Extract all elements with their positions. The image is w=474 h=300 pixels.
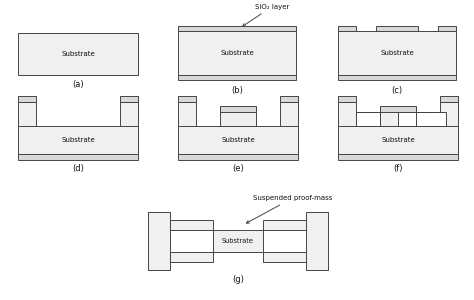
Text: Substrate: Substrate <box>221 137 255 143</box>
Bar <box>18 154 138 160</box>
Bar <box>263 220 306 230</box>
Text: SiO₂ layer: SiO₂ layer <box>243 4 289 26</box>
Bar <box>18 126 138 154</box>
Bar <box>178 26 296 31</box>
Bar <box>376 26 418 31</box>
Bar <box>338 102 356 126</box>
Bar <box>338 96 356 102</box>
Bar <box>170 220 213 230</box>
Text: (a): (a) <box>72 80 84 89</box>
Bar <box>178 102 196 126</box>
Text: Substrate: Substrate <box>381 137 415 143</box>
Bar <box>338 154 458 160</box>
Bar <box>148 212 170 270</box>
Bar <box>438 26 456 31</box>
Text: (e): (e) <box>232 164 244 173</box>
Text: Substrate: Substrate <box>222 238 254 244</box>
Bar <box>178 31 296 75</box>
Bar <box>18 102 36 126</box>
Text: (d): (d) <box>72 164 84 173</box>
Bar <box>398 112 446 126</box>
Bar <box>380 112 416 126</box>
Text: Substrate: Substrate <box>61 51 95 57</box>
Text: (c): (c) <box>392 85 402 94</box>
Bar <box>178 126 298 154</box>
Bar <box>18 96 36 102</box>
Bar <box>380 106 416 112</box>
Bar <box>213 230 263 252</box>
Bar <box>170 252 213 262</box>
Text: Suspended proof-mass: Suspended proof-mass <box>246 195 332 223</box>
Text: (g): (g) <box>232 275 244 284</box>
Bar <box>356 112 380 126</box>
Bar <box>178 154 298 160</box>
Bar <box>280 96 298 102</box>
Bar <box>338 31 456 75</box>
Text: Substrate: Substrate <box>220 50 254 56</box>
Text: (f): (f) <box>393 164 403 173</box>
Bar <box>220 112 256 126</box>
Bar <box>280 102 298 126</box>
Bar <box>263 252 306 262</box>
Bar <box>338 26 356 31</box>
Bar <box>120 96 138 102</box>
Bar <box>440 96 458 102</box>
Text: Substrate: Substrate <box>61 137 95 143</box>
Bar <box>120 102 138 126</box>
Bar <box>220 106 256 112</box>
Text: Substrate: Substrate <box>380 50 414 56</box>
Bar <box>338 75 456 80</box>
Bar <box>178 96 196 102</box>
Bar <box>306 212 328 270</box>
Bar <box>18 33 138 75</box>
Bar <box>440 102 458 126</box>
Bar <box>178 75 296 80</box>
Text: (b): (b) <box>231 85 243 94</box>
Bar <box>338 126 458 154</box>
